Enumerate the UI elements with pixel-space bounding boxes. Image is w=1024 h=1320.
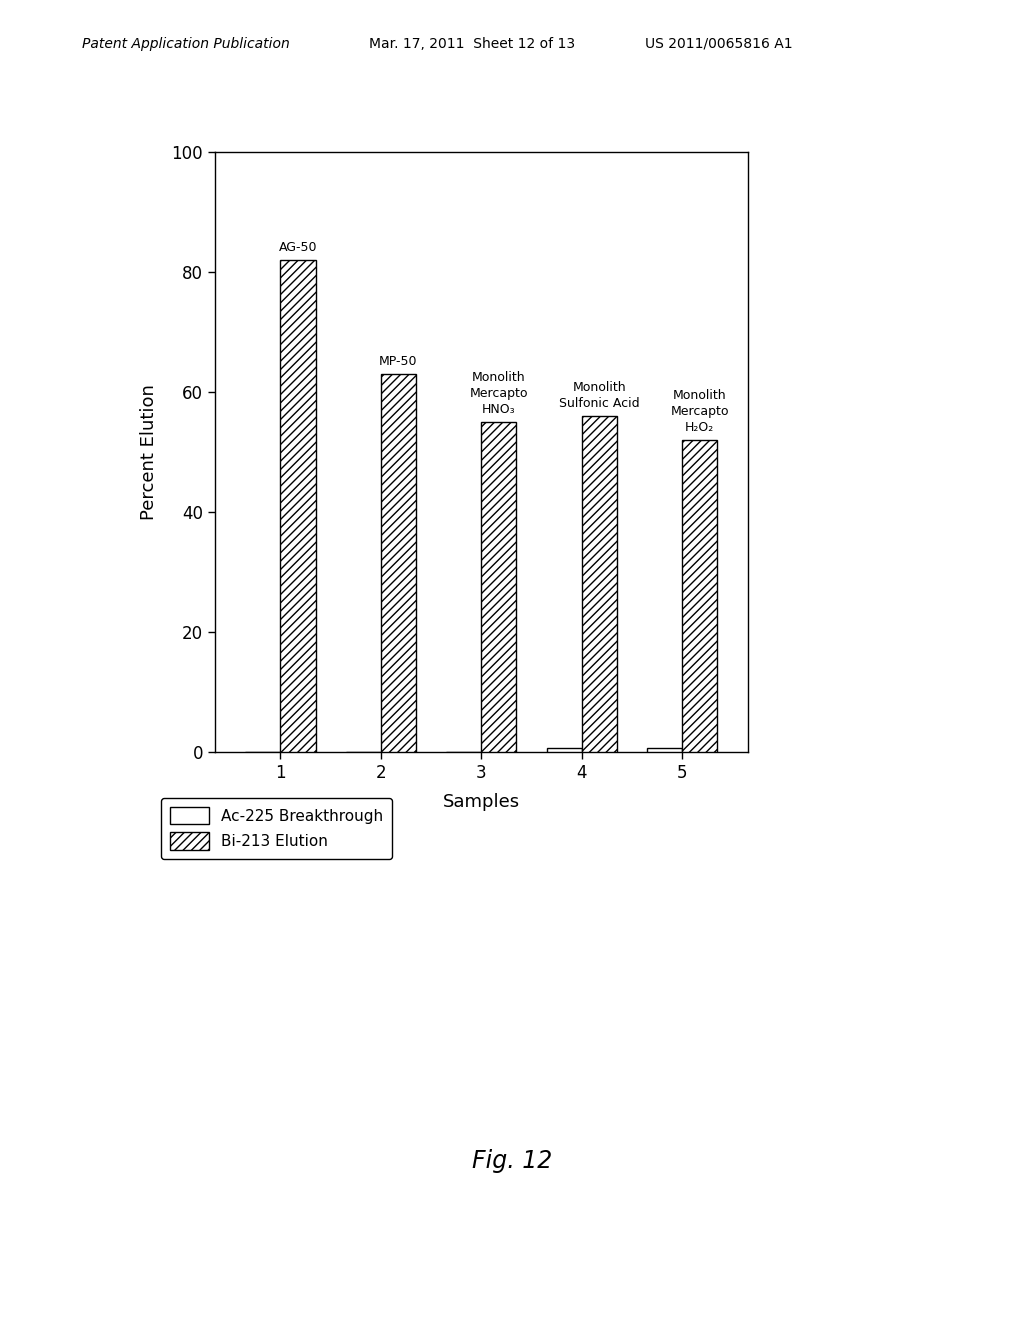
Bar	[647, 747, 682, 752]
Y-axis label: Percent Elution: Percent Elution	[139, 384, 158, 520]
Bar	[582, 416, 616, 752]
Text: Monolith
Mercapto
H₂O₂: Monolith Mercapto H₂O₂	[671, 389, 729, 434]
Bar	[547, 747, 582, 752]
Bar	[281, 260, 315, 752]
Text: Mar. 17, 2011  Sheet 12 of 13: Mar. 17, 2011 Sheet 12 of 13	[369, 37, 574, 51]
Text: AG-50: AG-50	[279, 242, 317, 253]
Bar	[682, 440, 718, 752]
Text: Patent Application Publication: Patent Application Publication	[82, 37, 290, 51]
Text: Monolith
Sulfonic Acid: Monolith Sulfonic Acid	[559, 381, 640, 411]
Bar	[381, 374, 416, 752]
Text: US 2011/0065816 A1: US 2011/0065816 A1	[645, 37, 793, 51]
Bar	[481, 422, 516, 752]
Text: Monolith
Mercapto
HNO₃: Monolith Mercapto HNO₃	[470, 371, 528, 416]
X-axis label: Samples: Samples	[442, 793, 520, 812]
Legend: Ac-225 Breakthrough, Bi-213 Elution: Ac-225 Breakthrough, Bi-213 Elution	[161, 797, 392, 859]
Text: MP-50: MP-50	[379, 355, 418, 368]
Text: Fig. 12: Fig. 12	[472, 1150, 552, 1173]
